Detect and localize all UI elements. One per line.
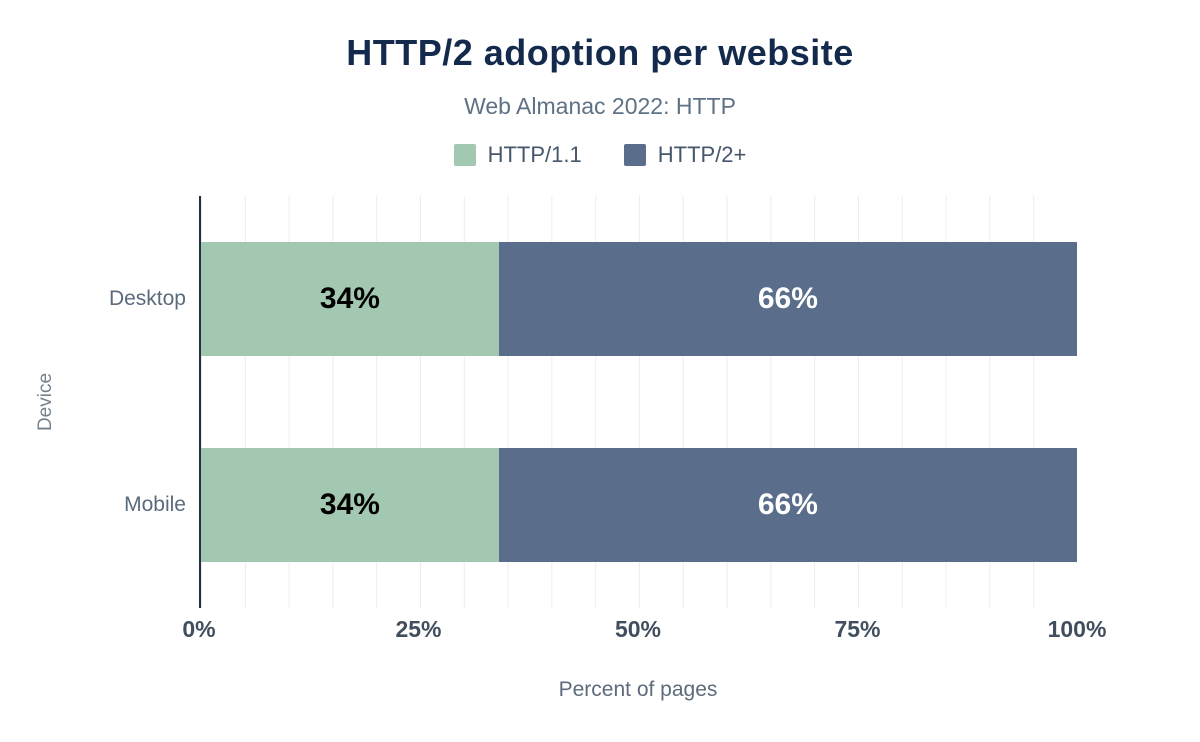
legend-label: HTTP/1.1 (487, 142, 582, 167)
stacked-bar: 34% 66% (201, 242, 1077, 356)
bar-segment-label: 34% (319, 488, 380, 521)
stacked-bar: 34% 66% (201, 448, 1077, 562)
chart-subtitle: Web Almanac 2022: HTTP (464, 93, 736, 119)
x-tick-label: 75% (834, 616, 881, 642)
x-tick-label: 100% (1047, 616, 1107, 642)
chart-row: 34% 66% (201, 402, 1077, 608)
legend-item: HTTP/2+ (623, 142, 747, 168)
chart-row: 34% 66% (201, 196, 1077, 402)
legend-item: HTTP/1.1 (453, 142, 582, 168)
bar-segment: 34% (201, 448, 499, 562)
x-tick-label: 25% (395, 616, 442, 642)
legend-swatch-icon (453, 144, 476, 166)
category-label: Mobile (124, 493, 186, 516)
bar-segment-label: 66% (757, 282, 818, 315)
plot-area: 34% 66% 34% 66% (199, 196, 1077, 608)
x-axis-ticks: 0% 25% 50% 75% 100% (182, 616, 1106, 650)
chart-title: HTTP/2 adoption per website (346, 32, 854, 73)
x-tick-label: 50% (614, 616, 662, 642)
bar-segment: 66% (498, 242, 1077, 356)
category-label: Desktop (108, 287, 186, 310)
x-tick-label: 0% (182, 616, 216, 642)
bar-segment-label: 66% (757, 488, 818, 521)
category-axis-labels: Desktop Mobile (0, 196, 186, 608)
chart-legend: HTTP/1.1 HTTP/2+ (0, 142, 1200, 168)
legend-label: HTTP/2+ (657, 142, 747, 167)
x-axis-title: Percent of pages (558, 678, 718, 701)
legend-swatch-icon (623, 144, 646, 166)
bar-segment: 34% (201, 242, 499, 356)
bar-segment: 66% (498, 448, 1077, 562)
bar-segment-label: 34% (319, 282, 380, 315)
